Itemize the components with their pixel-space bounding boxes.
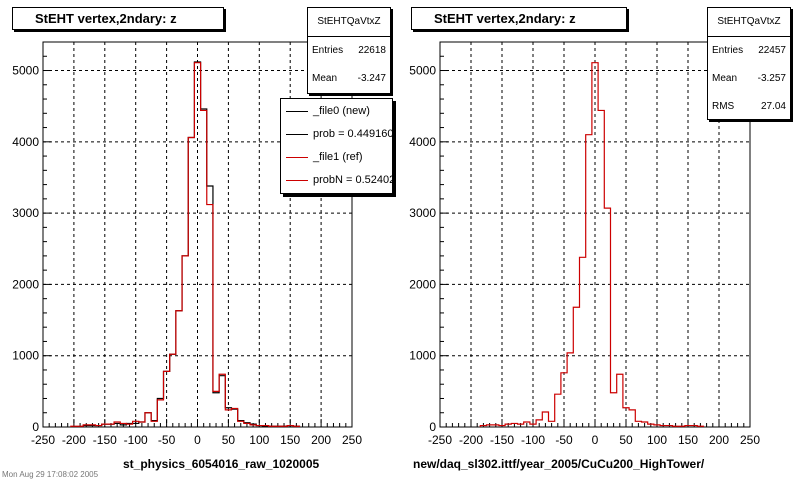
left-x-axis-title: st_physics_6054016_raw_1020005	[123, 457, 320, 471]
left-x-tick-label: 50	[222, 433, 236, 447]
left-x-tick-label: -250	[31, 433, 55, 447]
legend-item-prob: prob = 0.449160	[281, 123, 392, 146]
footer-timestamp: Mon Aug 29 17:08:02 2005	[2, 470, 99, 479]
legend-swatch	[286, 157, 308, 158]
right-histogram-title: StEHT vertex,2ndary: z	[411, 7, 627, 30]
left-x-tick-label: -50	[158, 433, 176, 447]
left-x-tick-label: 0	[194, 433, 201, 447]
right-x-tick-label: -50	[555, 433, 573, 447]
legend-item-probn: probN = 0.524027	[281, 169, 392, 192]
left-legend: _file0 (new) prob = 0.449160 _file1 (ref…	[280, 98, 393, 194]
right-x-tick-label: 50	[619, 433, 633, 447]
right-stats-row-mean: Mean -3.257	[712, 73, 786, 84]
left-x-tick-label: 100	[249, 433, 269, 447]
left-x-tick-label: 250	[342, 433, 362, 447]
legend-item-file1: _file1 (ref)	[281, 146, 392, 169]
right-x-tick-label: -200	[459, 433, 483, 447]
left-stats-row-entries: Entries 22618	[312, 45, 386, 56]
right-stats-name: StEHTQaVtxZ	[708, 8, 790, 37]
left-x-tick-label: 200	[311, 433, 331, 447]
left-histogram-title: StEHT vertex,2ndary: z	[12, 7, 224, 30]
left-x-tick-label: -100	[124, 433, 148, 447]
right-y-tick-label: 1000	[409, 349, 436, 363]
right-y-tick-label: 0	[429, 420, 436, 434]
left-y-tick-label: 1000	[12, 349, 39, 363]
right-histogram-series-0	[479, 62, 705, 427]
right-stats-row-rms: RMS 27.04	[712, 101, 786, 112]
right-x-tick-label: 200	[709, 433, 729, 447]
right-y-tick-label: 3000	[409, 206, 436, 220]
right-y-tick-label: 5000	[409, 64, 436, 78]
right-stats-row-entries: Entries 22457	[712, 45, 786, 56]
left-x-tick-label: -150	[93, 433, 117, 447]
left-y-tick-label: 2000	[12, 277, 39, 291]
left-x-tick-label: 150	[280, 433, 300, 447]
right-x-tick-label: -150	[490, 433, 514, 447]
legend-swatch	[286, 111, 308, 112]
right-x-tick-label: 0	[592, 433, 599, 447]
right-x-tick-label: 100	[647, 433, 667, 447]
right-x-tick-label: -100	[521, 433, 545, 447]
left-y-tick-label: 5000	[12, 64, 39, 78]
right-x-tick-label: 250	[740, 433, 760, 447]
right-x-tick-label: -250	[428, 433, 452, 447]
legend-swatch	[286, 180, 308, 181]
right-x-tick-label: 150	[678, 433, 698, 447]
right-x-axis-title: new/daq_sl302.ittf/year_2005/CuCu200_Hig…	[413, 457, 705, 471]
left-y-tick-label: 4000	[12, 135, 39, 149]
left-stats-box: StEHTQaVtxZ Entries 22618 Mean -3.247	[307, 7, 391, 94]
right-stats-box: StEHTQaVtxZ Entries 22457 Mean -3.257 RM…	[707, 7, 791, 120]
legend-item-file0: _file0 (new)	[281, 100, 392, 123]
left-x-tick-label: -200	[62, 433, 86, 447]
left-histogram-series-1	[70, 62, 301, 427]
right-y-tick-label: 4000	[409, 135, 436, 149]
left-stats-row-mean: Mean -3.247	[312, 73, 386, 84]
left-stats-name: StEHTQaVtxZ	[308, 8, 390, 37]
legend-swatch	[286, 134, 308, 135]
right-y-tick-label: 2000	[409, 277, 436, 291]
left-y-tick-label: 3000	[12, 206, 39, 220]
left-y-tick-label: 0	[32, 420, 39, 434]
